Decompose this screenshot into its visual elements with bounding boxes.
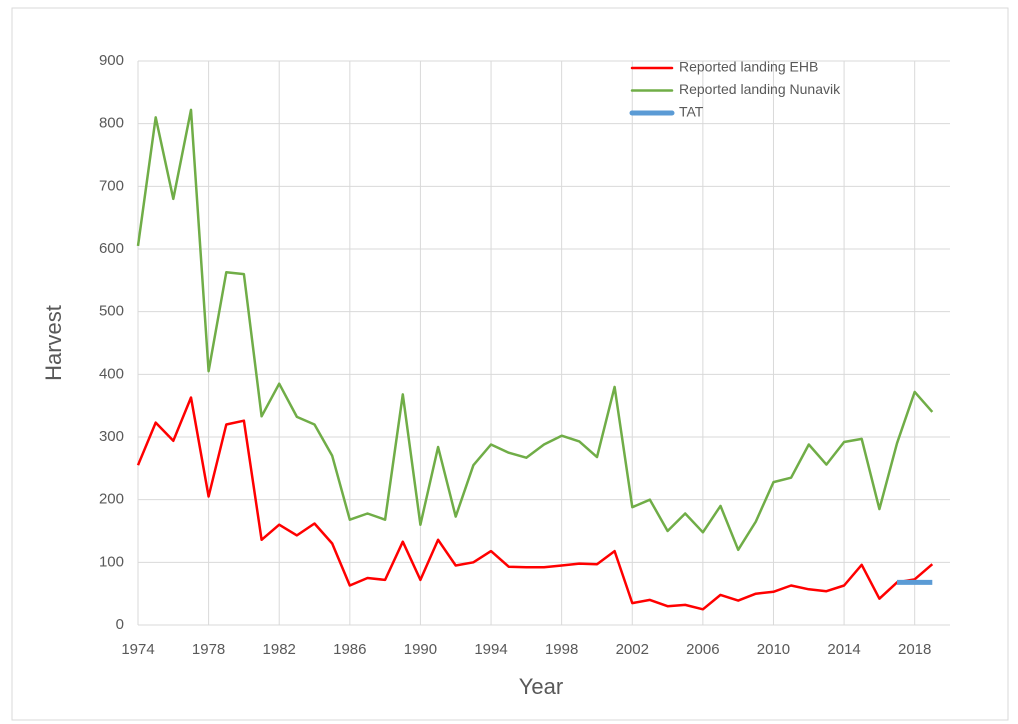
y-tick-label: 200 <box>99 491 124 508</box>
y-tick-label: 100 <box>99 553 124 570</box>
x-tick-label: 1978 <box>192 641 225 658</box>
legend-label: Reported landing EHB <box>679 59 818 75</box>
x-tick-label: 1998 <box>545 641 578 658</box>
y-tick-label: 800 <box>99 115 124 132</box>
x-tick-label: 2018 <box>898 641 931 658</box>
x-tick-label: 1990 <box>404 641 437 658</box>
y-tick-label: 500 <box>99 303 124 320</box>
x-tick-label: 1974 <box>121 641 154 658</box>
x-tick-label: 1982 <box>263 641 296 658</box>
x-axis-title: Year <box>519 674 563 699</box>
y-tick-label: 400 <box>99 365 124 382</box>
x-tick-label: 2010 <box>757 641 790 658</box>
y-tick-label: 700 <box>99 177 124 194</box>
y-tick-label: 0 <box>116 616 124 633</box>
x-tick-label: 1986 <box>333 641 366 658</box>
series-line <box>136 108 934 552</box>
series-line <box>136 396 934 611</box>
x-tick-label: 2006 <box>686 641 719 658</box>
y-tick-label: 300 <box>99 428 124 445</box>
x-tick-label: 1994 <box>474 641 507 658</box>
x-tick-label: 2014 <box>827 641 860 658</box>
y-tick-label: 600 <box>99 240 124 257</box>
y-axis-title: Harvest <box>41 305 66 381</box>
x-tick-label: 2002 <box>616 641 649 658</box>
y-tick-label: 900 <box>99 52 124 69</box>
chart-frame <box>11 7 1009 721</box>
legend-label: Reported landing Nunavik <box>679 81 841 97</box>
legend-label: TAT <box>679 104 704 120</box>
